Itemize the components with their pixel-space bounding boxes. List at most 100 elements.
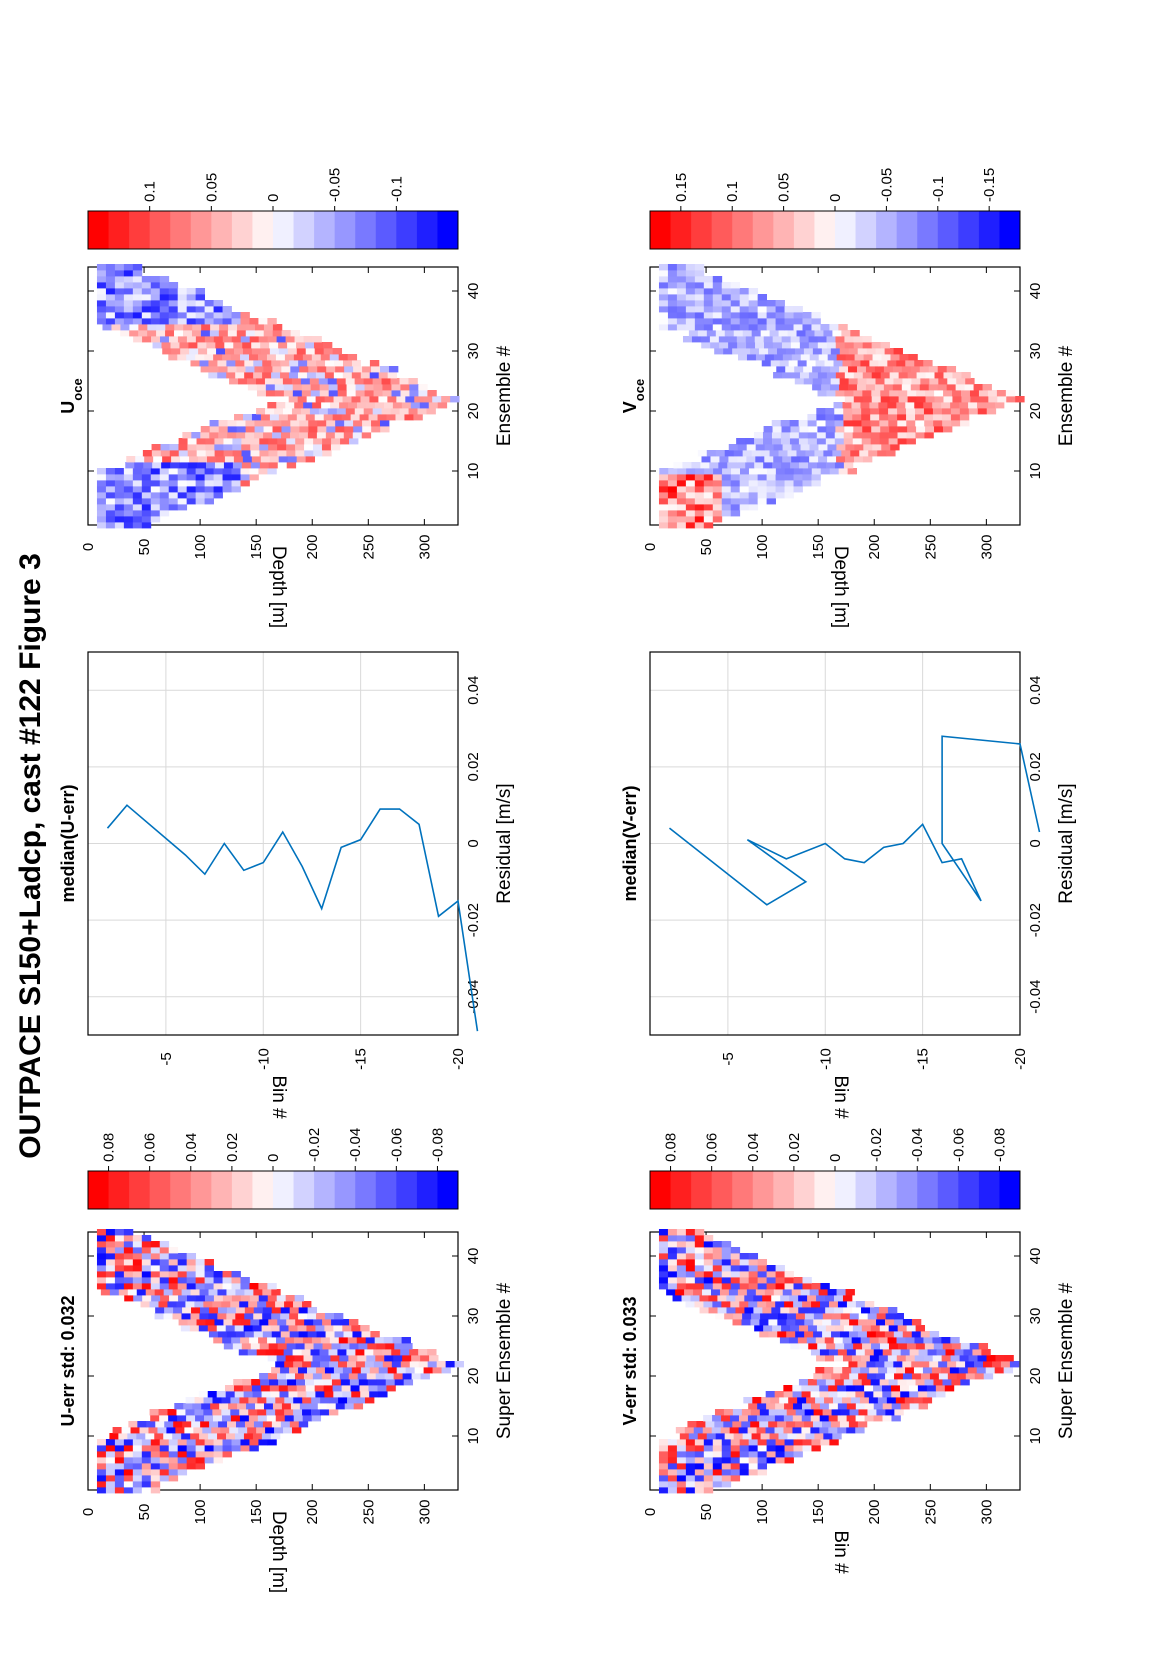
- heatmap-cell: [794, 348, 805, 355]
- heatmap-cell: [296, 342, 306, 349]
- heatmap-cell: [807, 414, 817, 421]
- heatmap-cell: [844, 342, 855, 349]
- heatmap-cell: [132, 510, 143, 517]
- heatmap-cell: [186, 480, 197, 487]
- heatmap-cell: [200, 426, 211, 433]
- heatmap-cell: [105, 1247, 116, 1254]
- heatmap-cell: [882, 1349, 893, 1356]
- heatmap-cell: [798, 432, 809, 439]
- heatmap-cell: [834, 1355, 844, 1362]
- heatmap-cell: [123, 270, 134, 277]
- heatmap-cell: [235, 1289, 245, 1296]
- heatmap-cell: [757, 1301, 767, 1308]
- heatmap-cell: [950, 414, 961, 421]
- heatmap-cell: [739, 1445, 750, 1452]
- heatmap-cell: [784, 1439, 794, 1446]
- heatmap-cell: [182, 432, 192, 439]
- heatmap-cell: [710, 1289, 721, 1296]
- heatmap-cell: [287, 348, 298, 355]
- heatmap-cell: [965, 1373, 976, 1380]
- heatmap-cell: [123, 516, 134, 523]
- heatmap-cell: [676, 1463, 687, 1470]
- heatmap-cell: [151, 336, 161, 343]
- heatmap-cell: [292, 1349, 302, 1356]
- heatmap-cell: [141, 1235, 152, 1242]
- heatmap-cell: [719, 1289, 730, 1296]
- heatmap-cell: [204, 498, 214, 505]
- heatmap-cell: [873, 1349, 884, 1356]
- heatmap-cell: [280, 1307, 291, 1314]
- heatmap-cell: [269, 348, 280, 355]
- colorbar-tick-label: 0.02: [786, 1133, 803, 1162]
- heatmap-cell: [141, 1283, 152, 1290]
- heatmap-cell: [694, 1457, 705, 1464]
- heatmap-cell: [885, 1319, 895, 1326]
- colorbar-tick-label: -0.06: [388, 1128, 405, 1162]
- heatmap-cell: [335, 426, 345, 433]
- heatmap-cell: [195, 1463, 206, 1470]
- heatmap-cell: [269, 342, 279, 349]
- heatmap-cell: [286, 1343, 297, 1350]
- heatmap-cell: [339, 1355, 349, 1362]
- heatmap-cell: [266, 1409, 276, 1416]
- heatmap-cell: [909, 1391, 919, 1398]
- heatmap-cell: [924, 1379, 934, 1386]
- heatmap-cell: [371, 366, 381, 373]
- heatmap-cell: [306, 1325, 316, 1332]
- heatmap-cell: [872, 354, 882, 361]
- heatmap-cell: [765, 1415, 776, 1422]
- heatmap-cell: [171, 456, 181, 463]
- heatmap-cell: [236, 420, 246, 427]
- heatmap-cell: [813, 1421, 823, 1428]
- heatmap-cell: [816, 462, 827, 469]
- heatmap-cell: [378, 372, 389, 379]
- heatmap-cell: [268, 450, 278, 457]
- heatmap-cell: [209, 426, 220, 433]
- heatmap-cell: [114, 498, 125, 505]
- heatmap-cell: [879, 438, 890, 445]
- heatmap-cell: [275, 1301, 285, 1308]
- heatmap-cell: [685, 264, 696, 271]
- heatmap-cell: [721, 1439, 732, 1446]
- colorbar-cell: [293, 211, 315, 249]
- heatmap-cell: [849, 1409, 859, 1416]
- heatmap-cell: [667, 312, 678, 319]
- heatmap-cell: [870, 1379, 881, 1386]
- heatmap-cell: [951, 420, 961, 427]
- heatmap-cell: [932, 408, 943, 415]
- heatmap-cell: [159, 1271, 170, 1278]
- heatmap-cell: [786, 1319, 796, 1326]
- heatmap-cell: [775, 1445, 785, 1452]
- heatmap-cell: [199, 1433, 209, 1440]
- heatmap-cell: [396, 396, 406, 403]
- heatmap-cell: [306, 372, 317, 379]
- heatmap-cell: [114, 1241, 125, 1248]
- heatmap-cell: [274, 384, 285, 391]
- heatmap-cell: [253, 1313, 263, 1320]
- heatmap-cell: [861, 408, 871, 415]
- heatmap-cell: [337, 384, 347, 391]
- heatmap-cell: [263, 426, 273, 433]
- heatmap-cell: [795, 1421, 805, 1428]
- heatmap-cell: [667, 1451, 678, 1458]
- heatmap-cell: [267, 402, 277, 409]
- heatmap-cell: [878, 1307, 889, 1314]
- colorbar-cell: [170, 211, 192, 249]
- heatmap-cell: [763, 1325, 773, 1332]
- heatmap-cell: [832, 330, 842, 337]
- heatmap-cell: [258, 468, 268, 475]
- heatmap-cell: [754, 1325, 764, 1332]
- heatmap-cell: [123, 1475, 134, 1482]
- heatmap-cell: [153, 456, 163, 463]
- heatmap-cell: [218, 1421, 228, 1428]
- heatmap-cell: [893, 1319, 904, 1326]
- xtick-label: 0.02: [1027, 752, 1044, 781]
- heatmap-cell: [315, 1325, 325, 1332]
- heatmap-cell: [866, 1331, 877, 1338]
- heatmap-cell: [915, 420, 925, 427]
- heatmap-cell: [222, 318, 232, 325]
- heatmap-cell: [286, 438, 296, 445]
- heatmap-cell: [847, 384, 858, 391]
- ytick-label: 300: [416, 534, 433, 559]
- heatmap-cell: [830, 348, 841, 355]
